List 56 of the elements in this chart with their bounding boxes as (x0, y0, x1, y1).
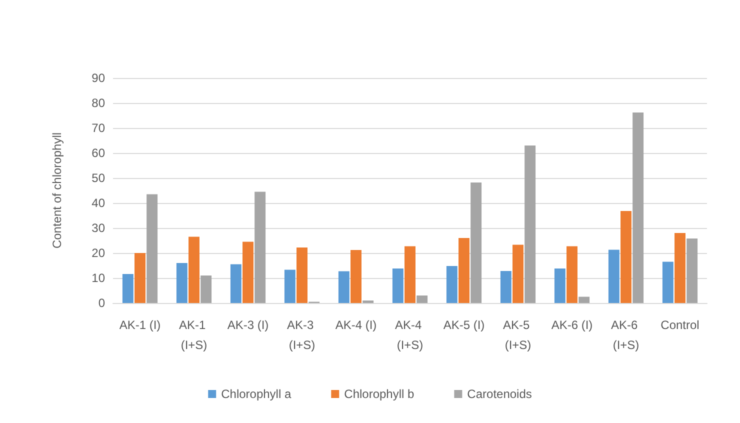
x-tick-label: Control (660, 318, 700, 332)
y-tick-label: 90 (92, 71, 106, 85)
bar (146, 194, 158, 303)
bar (512, 244, 524, 303)
bar (134, 253, 146, 303)
bar (188, 236, 200, 303)
y-tick-label: 30 (92, 221, 106, 235)
y-axis-title: Content of chlorophyll (50, 132, 64, 249)
bar (632, 112, 644, 303)
x-tick-label: AK-1 (I+S) (178, 318, 210, 352)
bar (284, 270, 296, 303)
y-tick-label: 70 (92, 121, 106, 135)
bar (200, 276, 212, 303)
y-tick-label: 0 (98, 296, 106, 310)
legend-label: Carotenoids (467, 387, 532, 401)
bar (350, 250, 362, 303)
bar (458, 238, 470, 303)
x-tick-label: AK-4 (I) (335, 318, 377, 332)
y-tick-label: 50 (92, 171, 106, 185)
bar (554, 268, 566, 303)
y-tick-label: 20 (92, 246, 106, 260)
x-tick-label: AK-1 (I) (119, 318, 161, 332)
bar (416, 296, 428, 303)
y-tick-label: 40 (92, 196, 106, 210)
bar (176, 263, 188, 303)
bar (674, 233, 686, 303)
bar (686, 238, 698, 303)
y-tick-label: 80 (92, 96, 106, 110)
bar (230, 264, 242, 303)
bar (296, 248, 308, 303)
bar (404, 246, 416, 303)
bar (338, 271, 350, 303)
x-tick-label: AK-4 (I+S) (394, 318, 426, 352)
x-tick-label: AK-6 (I+S) (610, 318, 642, 352)
bar (500, 271, 512, 303)
bar (662, 262, 674, 303)
y-tick-label: 60 (92, 146, 106, 160)
bar (392, 268, 404, 303)
bar (446, 266, 458, 303)
bar (470, 182, 482, 303)
bar (608, 250, 620, 303)
bar (242, 242, 254, 303)
bar (122, 274, 134, 303)
x-tick-label: AK-3 (I) (227, 318, 269, 332)
x-tick-label: AK-5 (I+S) (502, 318, 534, 352)
bar (578, 296, 590, 303)
legend-label: Chlorophyll b (344, 387, 415, 401)
bar (524, 146, 536, 303)
bar (254, 192, 266, 303)
bar (566, 246, 578, 303)
x-tick-label: AK-3 (I+S) (286, 318, 318, 352)
legend-label: Chlorophyll a (221, 387, 292, 401)
x-tick-label: AK-5 (I) (443, 318, 485, 332)
x-tick-label: AK-6 (I) (551, 318, 593, 332)
y-tick-label: 10 (92, 271, 106, 285)
bar (620, 211, 632, 303)
